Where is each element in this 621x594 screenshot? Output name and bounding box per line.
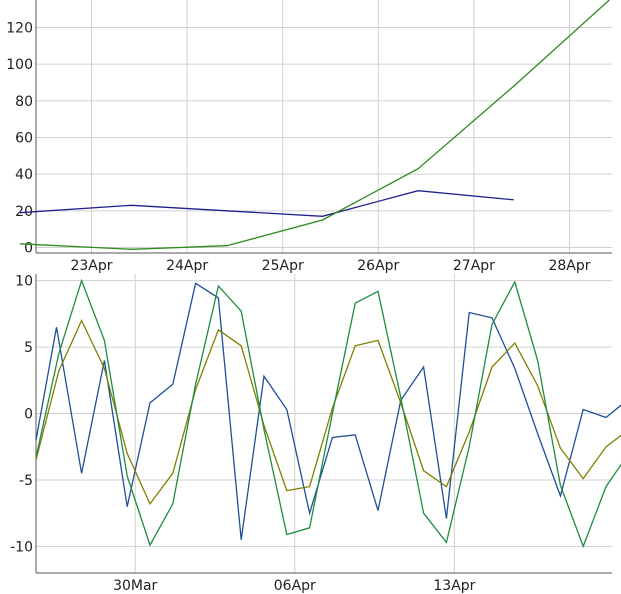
y-tick-label: 60: [15, 131, 33, 147]
y-tick-label: -10: [10, 539, 33, 555]
bottom-line-chart: 30Mar 06Apr 13Apr 10 5 0 -5 -10: [10, 274, 621, 594]
series-line-2: [19, 0, 610, 250]
x-tick-label: 30Mar: [113, 578, 157, 594]
series-line-1: [35, 282, 621, 540]
x-tick-label: 13Apr: [433, 578, 475, 594]
series-line-2: [35, 318, 621, 506]
y-tick-label: 120: [6, 21, 33, 37]
x-tick-label: 25Apr: [262, 258, 304, 274]
y-tick-label: 5: [24, 340, 33, 356]
y-tick-label: 80: [15, 94, 33, 110]
x-tick-label: 28Apr: [548, 258, 590, 274]
x-tick-label: 06Apr: [274, 578, 316, 594]
y-tick-label: 0: [24, 241, 33, 257]
x-tick-label: 23Apr: [70, 258, 112, 274]
y-tick-label: 0: [24, 407, 33, 423]
top-line-chart: 23Apr 24Apr 25Apr 26Apr 27Apr 28Apr0204060801…: [6, 0, 612, 274]
series-line-3: [35, 278, 621, 549]
y-tick-label: -5: [19, 473, 33, 489]
x-tick-label: 24Apr: [166, 258, 208, 274]
y-tick-label: 100: [6, 57, 33, 73]
y-tick-label: 10: [15, 274, 33, 290]
x-tick-label: 26Apr: [357, 258, 399, 274]
y-tick-label: 40: [15, 167, 33, 183]
x-tick-label: 27Apr: [453, 258, 495, 274]
series-line-1: [19, 190, 514, 217]
